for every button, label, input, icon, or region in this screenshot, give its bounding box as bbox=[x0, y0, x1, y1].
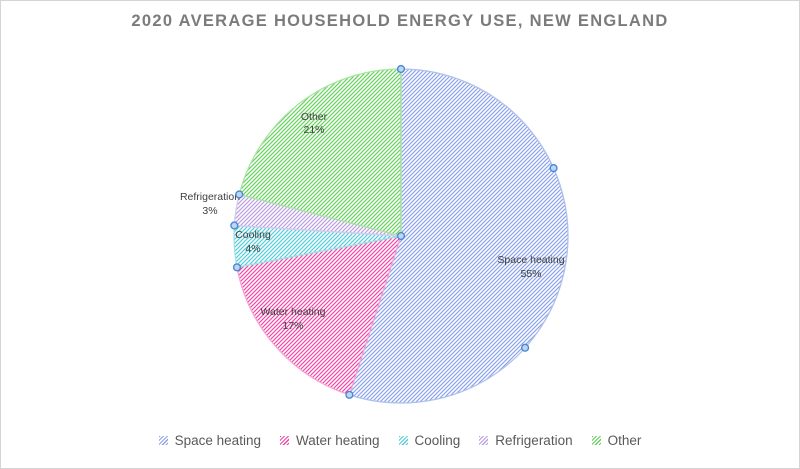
slice-label: 3% bbox=[202, 205, 217, 217]
slice-label: 21% bbox=[303, 124, 324, 136]
legend-swatch-icon bbox=[279, 436, 289, 445]
legend-item-water-heating[interactable]: Water heating bbox=[279, 433, 380, 448]
selection-handle[interactable] bbox=[232, 263, 242, 272]
selection-handle[interactable] bbox=[396, 231, 406, 241]
legend-swatch-icon bbox=[591, 436, 601, 445]
slice-label: Space heating bbox=[497, 254, 564, 266]
selection-handle[interactable] bbox=[230, 221, 239, 230]
legend: Space heating Water heating Cooling Refr… bbox=[1, 433, 799, 448]
selection-handles bbox=[230, 64, 558, 399]
selection-handle[interactable] bbox=[235, 190, 244, 199]
legend-item-other[interactable]: Other bbox=[591, 433, 642, 448]
legend-item-space-heating[interactable]: Space heating bbox=[158, 433, 261, 448]
selection-handle[interactable] bbox=[549, 163, 558, 173]
pie-slice-other[interactable] bbox=[238, 68, 402, 237]
legend-label: Cooling bbox=[414, 433, 461, 448]
slice-label: 55% bbox=[520, 268, 541, 280]
pie-slice-water-heating[interactable] bbox=[236, 235, 402, 396]
selection-handle[interactable] bbox=[521, 343, 530, 352]
legend-label: Refrigeration bbox=[495, 433, 573, 448]
legend-label: Other bbox=[607, 433, 642, 448]
slice-label: Water heating bbox=[261, 306, 326, 318]
slice-label: Other bbox=[301, 111, 328, 123]
legend-swatch-icon bbox=[479, 436, 489, 445]
legend-label: Space heating bbox=[174, 433, 261, 448]
legend-swatch-icon bbox=[158, 436, 168, 445]
slice-label: Cooling bbox=[235, 229, 271, 241]
legend-item-cooling[interactable]: Cooling bbox=[398, 433, 461, 448]
selection-handle[interactable] bbox=[345, 390, 354, 399]
slice-label: Refrigeration bbox=[180, 191, 240, 203]
legend-swatch-icon bbox=[398, 436, 408, 445]
slice-label: 4% bbox=[245, 243, 260, 255]
slice-label: 17% bbox=[282, 320, 303, 332]
pie-slice-space-heating[interactable] bbox=[348, 68, 569, 404]
pie-slices bbox=[233, 68, 569, 404]
legend-label: Water heating bbox=[295, 433, 380, 448]
chart-title: 2020 AVERAGE HOUSEHOLD ENERGY USE, NEW E… bbox=[131, 12, 669, 30]
selection-handle[interactable] bbox=[396, 64, 406, 74]
pie-labels: Space heating 55% Water heating 17% Cooling 4… bbox=[180, 111, 565, 332]
legend-item-refrigeration[interactable]: Refrigeration bbox=[479, 433, 573, 448]
